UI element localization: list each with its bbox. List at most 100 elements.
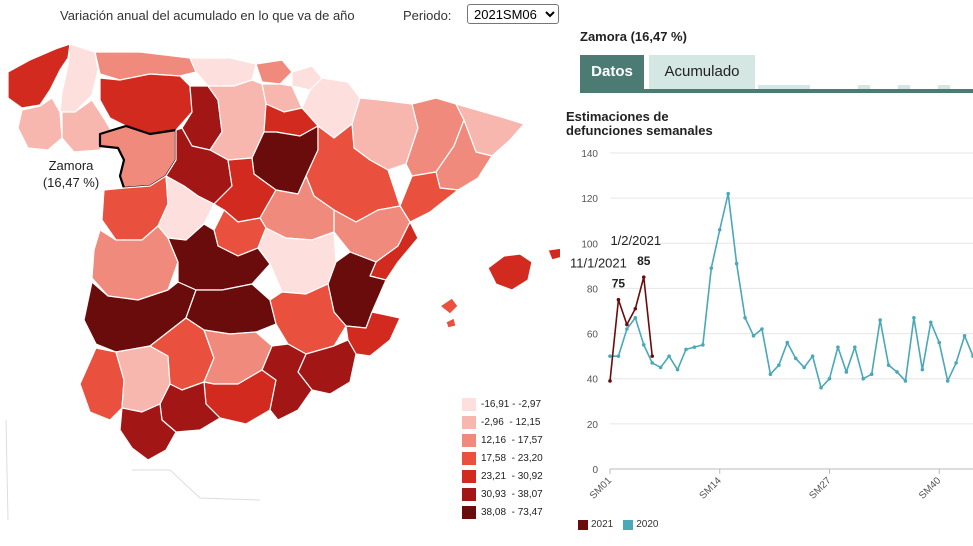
tab-datos[interactable]: Datos	[580, 55, 644, 89]
data-point-2020	[962, 334, 967, 338]
legend-label: 30,93 - 38,07	[481, 488, 543, 500]
chart-legend-label[interactable]: 2020	[636, 519, 659, 530]
data-point-2020	[658, 365, 663, 370]
period-select[interactable]: 2021SM06	[467, 4, 559, 24]
data-point-2020	[684, 347, 688, 352]
tab-ghost-1	[758, 85, 810, 89]
data-point-2020	[760, 327, 764, 331]
annotation-value: 85	[637, 254, 651, 268]
chart-title-line2: defunciones semanales	[566, 123, 713, 138]
data-point-2020	[734, 261, 739, 266]
map-title: Variación anual del acumulado en lo que …	[60, 8, 355, 23]
data-point-2020	[616, 354, 621, 358]
data-point-2020	[945, 379, 950, 383]
y-tick-label: 60	[587, 330, 599, 341]
series-line-2021	[609, 276, 654, 382]
annotation-value: 75	[612, 277, 626, 291]
data-point-2020	[853, 345, 857, 349]
annotation-date: 11/1/2021	[570, 256, 627, 271]
x-tick-label: SM14	[698, 475, 725, 502]
data-point-2020	[878, 318, 882, 322]
province-a-coruna[interactable]	[7, 43, 71, 109]
legend-swatch	[462, 433, 476, 447]
legend-item: -16,91 - -2,97	[462, 395, 543, 413]
province-ibiza[interactable]	[439, 297, 459, 315]
legend-label: 23,21 - 30,92	[481, 470, 543, 482]
data-point-2021	[641, 275, 646, 279]
legend-swatch	[462, 451, 476, 465]
province-menorca[interactable]	[547, 247, 560, 261]
data-point-2020	[802, 365, 806, 370]
legend-item: 30,93 - 38,07	[462, 485, 543, 503]
data-point-2021	[633, 306, 638, 311]
data-point-2020	[777, 363, 781, 367]
data-point-2020	[793, 356, 798, 361]
province-caceres[interactable]	[91, 225, 179, 301]
data-point-2020	[608, 354, 612, 358]
series-line-2020	[610, 192, 973, 389]
chart-legend: 2021 2020	[578, 519, 659, 530]
data-point-2021	[625, 322, 629, 327]
y-tick-label: 140	[581, 149, 598, 160]
data-point-2020	[844, 370, 849, 374]
data-point-2020	[667, 354, 671, 358]
data-point-2020	[954, 361, 958, 365]
y-tick-label: 0	[592, 465, 598, 476]
x-tick-label: SM27	[807, 475, 834, 502]
data-point-2020	[836, 345, 840, 349]
province-formentera[interactable]	[445, 317, 457, 329]
chart-legend-label[interactable]: 2021	[591, 519, 614, 530]
detail-title: Zamora (16,47 %)	[580, 29, 687, 44]
tab-ghost-4	[938, 85, 950, 89]
tooltip-region: Zamora	[48, 158, 94, 173]
data-point-2020	[912, 315, 916, 320]
data-point-2020	[768, 372, 773, 376]
data-point-2020	[751, 334, 756, 338]
data-point-2020	[717, 227, 722, 232]
data-point-2020	[726, 191, 730, 196]
data-point-2020	[861, 376, 866, 381]
data-point-2020	[785, 340, 790, 345]
province-leon[interactable]	[99, 73, 193, 135]
tab-ghost-3	[898, 85, 910, 89]
chart-legend-swatch	[623, 519, 634, 530]
data-point-2020	[937, 340, 942, 345]
tooltip-value: (16,47 %)	[42, 175, 100, 190]
tabs-underline	[580, 89, 973, 93]
data-point-2020	[650, 361, 655, 365]
legend-item: -2,96 - 12,15	[462, 413, 543, 431]
legend-item: 38,08 - 73,47	[462, 503, 543, 521]
data-point-2020	[625, 327, 629, 331]
province-almeria[interactable]	[261, 343, 313, 421]
data-point-2020	[827, 376, 832, 381]
data-point-2020	[920, 367, 925, 372]
data-point-2020	[641, 343, 646, 347]
data-point-2021	[608, 379, 612, 383]
province-cadiz[interactable]	[119, 403, 177, 461]
selected-province-tooltip: Zamora (16,47 %)	[36, 157, 106, 191]
legend-swatch	[462, 415, 476, 429]
legend-label: -2,96 - 12,15	[481, 416, 541, 428]
data-point-2021	[650, 354, 655, 358]
x-tick-label: SM40	[917, 475, 944, 502]
chart-title-line1: Estimaciones de	[566, 109, 669, 124]
data-point-2020	[869, 372, 874, 376]
y-tick-label: 120	[581, 194, 598, 205]
legend-label: 38,08 - 73,47	[481, 506, 543, 518]
y-tick-label: 80	[587, 284, 599, 295]
data-point-2020	[903, 379, 908, 383]
map-outline-decoration	[5, 419, 261, 520]
chart-legend-swatch	[578, 519, 588, 530]
tab-acumulado[interactable]: Acumulado	[649, 55, 755, 89]
legend-swatch	[462, 469, 476, 483]
province-vizcaya[interactable]	[255, 59, 293, 85]
province-mallorca[interactable]	[487, 253, 533, 291]
legend-item: 12,16 - 17,57	[462, 431, 543, 449]
y-tick-label: 40	[587, 375, 599, 386]
data-point-2020	[633, 315, 638, 320]
x-tick-label: SM01	[588, 475, 615, 502]
data-point-2020	[886, 363, 891, 367]
detail-tabs: Datos Acumulado	[580, 55, 973, 93]
province-map	[5, 43, 560, 520]
legend-item: 17,58 - 23,20	[462, 449, 543, 467]
